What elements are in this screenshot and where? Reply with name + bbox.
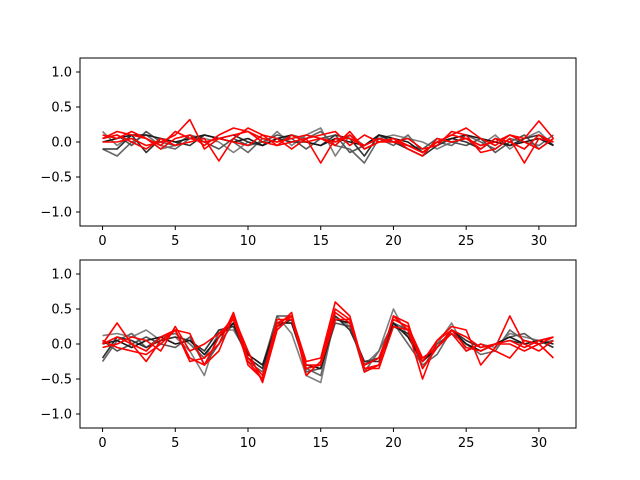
y-tick-label: 0.0	[51, 136, 72, 151]
x-tick-label: 10	[240, 234, 257, 249]
series-line-3	[102, 130, 554, 154]
series-line-2	[102, 130, 554, 164]
x-tick-label: 15	[312, 234, 329, 249]
y-tick-label: −1.0	[40, 206, 72, 221]
x-tick-label: 0	[98, 234, 106, 249]
x-tick-label: 25	[458, 436, 475, 451]
x-tick-label: 10	[240, 436, 257, 451]
series-line-8	[102, 127, 554, 164]
series-group	[101, 301, 555, 384]
series-line-8	[102, 311, 555, 380]
x-tick-label: 15	[312, 436, 329, 451]
subplot-1: 0 5 10 15 20 25 30 −1.0 −0.5 0.0 0.5 1.0	[40, 57, 577, 249]
x-tick-label: 25	[458, 234, 475, 249]
x-tick-label: 20	[385, 436, 402, 451]
y-tick-label: 0.5	[51, 101, 72, 116]
y-tick-label: 0.5	[51, 303, 72, 318]
y-tick-label: 1.0	[51, 66, 72, 81]
series-line-9	[102, 127, 554, 157]
x-tick-label: 20	[385, 234, 402, 249]
y-tick-label: −0.5	[40, 373, 72, 388]
x-tick-label: 30	[531, 436, 548, 451]
series-line-9	[102, 315, 554, 380]
y-tick-label: 0.0	[51, 338, 72, 353]
x-tick-label: 0	[98, 436, 106, 451]
series-group	[101, 118, 555, 164]
x-tick-label: 5	[171, 436, 179, 451]
series-line-7	[102, 118, 555, 164]
y-tick-label: 1.0	[51, 268, 72, 283]
x-tick-label: 30	[531, 234, 548, 249]
y-tick-label: −1.0	[40, 408, 72, 423]
subplot-2: 0 5 10 15 20 25 30 −1.0 −0.5 0.0 0.5 1.0	[40, 259, 577, 451]
x-tick-label: 5	[171, 234, 179, 249]
y-tick-label: −0.5	[40, 171, 72, 186]
